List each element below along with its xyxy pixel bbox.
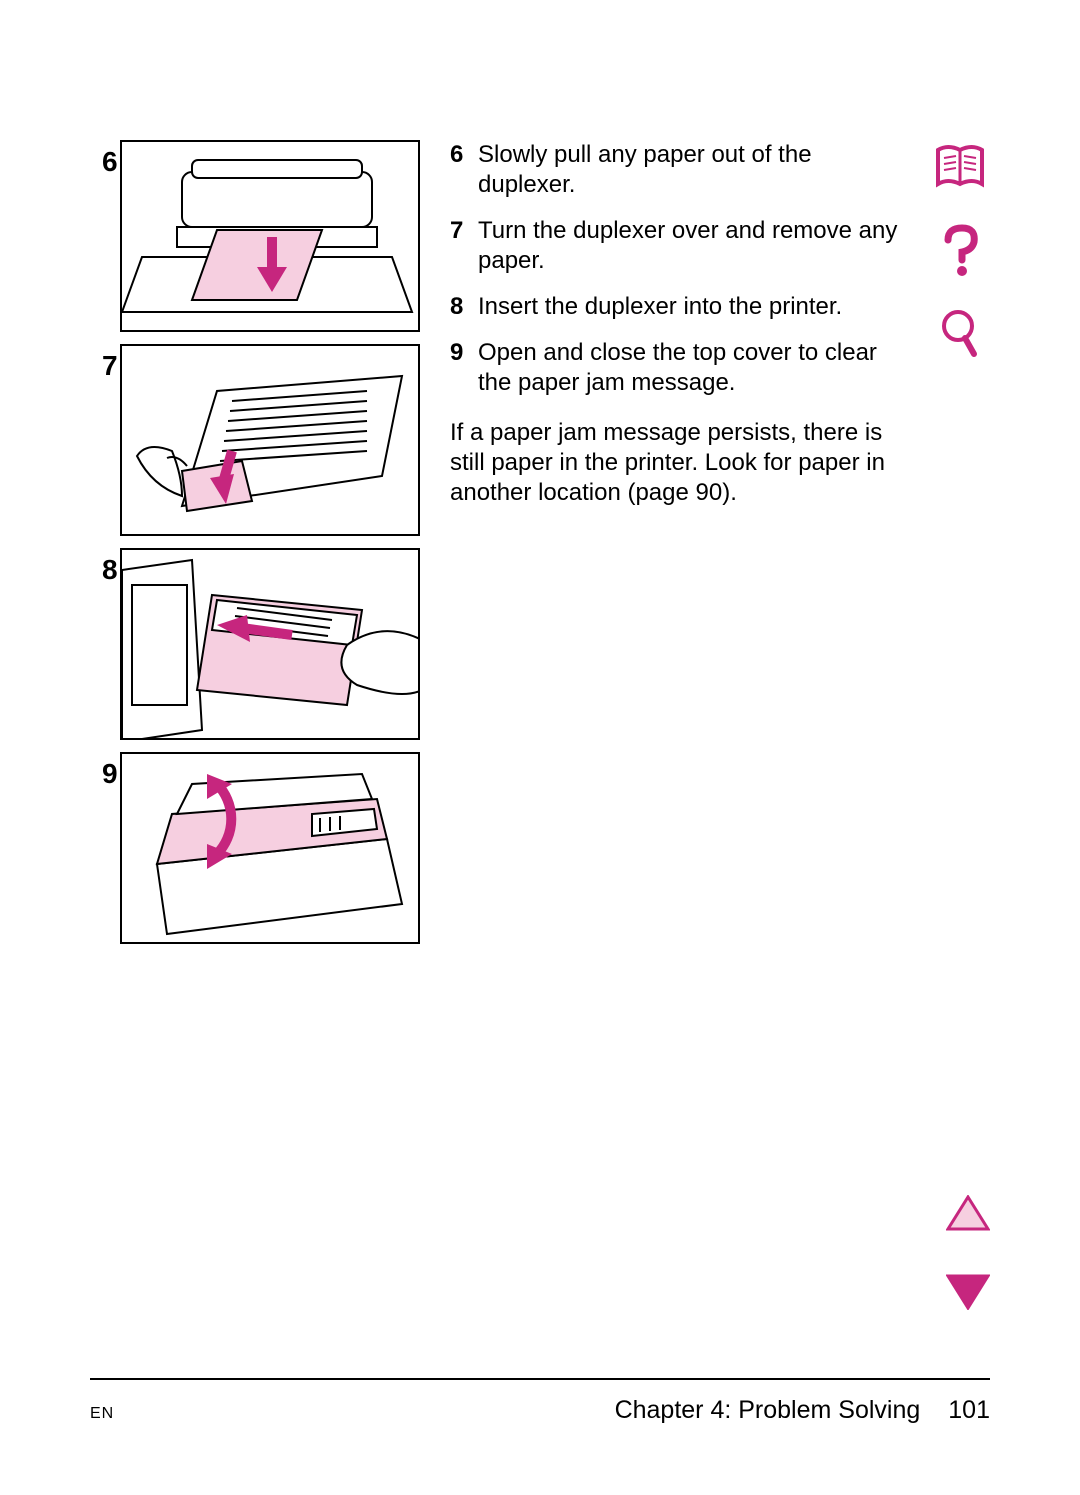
step-num-6: 6 xyxy=(450,140,478,200)
step-text-6: Slowly pull any paper out of the duplexe… xyxy=(478,140,910,200)
figure-7-svg xyxy=(122,346,420,536)
figure-label-9: 9 xyxy=(102,758,118,790)
figure-label-8: 8 xyxy=(102,554,118,586)
instructions-column: 6 Slowly pull any paper out of the duple… xyxy=(450,140,990,956)
step-num-7: 7 xyxy=(450,216,478,276)
step-7: 7 Turn the duplexer over and remove any … xyxy=(450,216,910,276)
page-down-icon[interactable] xyxy=(946,1274,990,1315)
figure-9-svg xyxy=(122,754,420,944)
figure-label-7: 7 xyxy=(102,350,118,382)
step-text-9: Open and close the top cover to clear th… xyxy=(478,338,910,398)
step-8: 8 Insert the duplexer into the printer. xyxy=(450,292,910,322)
step-text-8: Insert the duplexer into the printer. xyxy=(478,292,910,322)
figure-6: 6 xyxy=(90,140,420,332)
step-9: 9 Open and close the top cover to clear … xyxy=(450,338,910,398)
nav-icons-column xyxy=(930,140,990,360)
figure-6-svg xyxy=(122,142,420,332)
page-up-icon[interactable] xyxy=(946,1195,990,1236)
figure-label-6: 6 xyxy=(102,146,118,178)
figure-8: 8 xyxy=(90,548,420,740)
figures-column: 6 7 8 xyxy=(90,140,420,956)
step-num-9: 9 xyxy=(450,338,478,398)
question-icon[interactable] xyxy=(932,222,988,278)
footer-page: 101 xyxy=(948,1396,990,1425)
magnifier-icon[interactable] xyxy=(932,304,988,360)
book-icon[interactable] xyxy=(932,140,988,196)
figure-7: 7 xyxy=(90,344,420,536)
figure-8-svg xyxy=(122,550,420,740)
footer-chapter: Chapter 4: Problem Solving xyxy=(615,1396,921,1425)
step-6: 6 Slowly pull any paper out of the duple… xyxy=(450,140,910,200)
step-num-8: 8 xyxy=(450,292,478,322)
footer: EN Chapter 4: Problem Solving 101 xyxy=(90,1396,990,1425)
step-text-7: Turn the duplexer over and remove any pa… xyxy=(478,216,910,276)
figure-9: 9 xyxy=(90,752,420,944)
persist-paragraph: If a paper jam message persists, there i… xyxy=(450,418,910,508)
footer-lang: EN xyxy=(90,1405,114,1423)
footer-rule xyxy=(90,1378,990,1380)
page-nav-arrows xyxy=(946,1195,990,1315)
